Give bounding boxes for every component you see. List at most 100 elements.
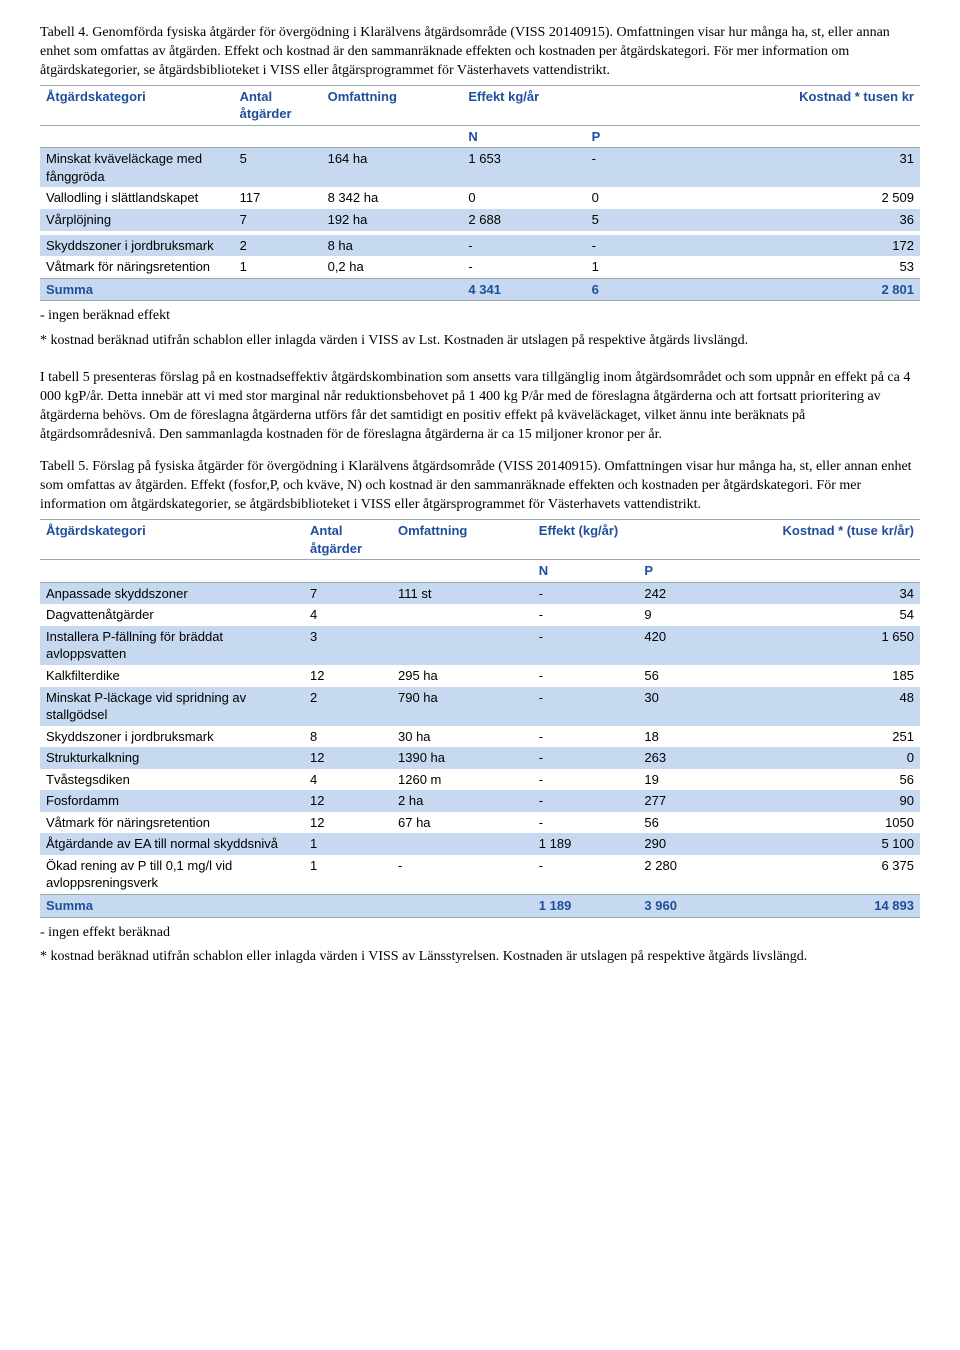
cell-kost: 5 100 — [744, 833, 920, 855]
table-row: Våtmark för näringsretention10,2 ha-153 — [40, 256, 920, 278]
cell-omf: 295 ha — [392, 665, 533, 687]
cell-antal: 117 — [234, 187, 322, 209]
hdr-effekt: Effekt (kg/år) — [533, 520, 744, 560]
cell-omf: 8 342 ha — [322, 187, 463, 209]
table5-sum: Summa 1 189 3 960 14 893 — [40, 895, 920, 918]
cell-omf — [392, 833, 533, 855]
table-row: Tvåstegsdiken41260 m-1956 — [40, 769, 920, 791]
table5: Åtgärdskategori Antal åtgärder Omfattnin… — [40, 519, 920, 917]
table-row: Installera P-fällning för bräddat avlopp… — [40, 626, 920, 665]
cell-antal: 8 — [304, 726, 392, 748]
cell-omf: 30 ha — [392, 726, 533, 748]
note-line: - ingen effekt beräknad — [40, 924, 920, 943]
cell-omf: 0,2 ha — [322, 256, 463, 278]
cell-p: 18 — [638, 726, 744, 748]
hdr-omf: Omfattning — [392, 520, 533, 560]
cell-n: - — [533, 604, 639, 626]
cell-p: 5 — [586, 209, 709, 231]
sum-label: Summa — [40, 278, 234, 301]
table4-subheader: N P — [40, 125, 920, 148]
cell-cat: Minskat P-läckage vid spridning av stall… — [40, 687, 304, 726]
table-row: Vallodling i slättlandskapet1178 342 ha0… — [40, 187, 920, 209]
cell-p: 30 — [638, 687, 744, 726]
cell-omf: 111 st — [392, 582, 533, 604]
cell-kost: 53 — [709, 256, 920, 278]
table-row: Skyddszoner i jordbruksmark830 ha-18251 — [40, 726, 920, 748]
hdr-antal: Antal åtgärder — [304, 520, 392, 560]
table-row: Åtgärdande av EA till normal skyddsnivå1… — [40, 833, 920, 855]
hdr-kost: Kostnad * tusen kr — [709, 85, 920, 125]
cell-n: 1 653 — [462, 148, 585, 188]
cell-n: - — [533, 855, 639, 895]
cell-antal: 12 — [304, 665, 392, 687]
cell-cat: Skyddszoner i jordbruksmark — [40, 235, 234, 257]
note-line: - ingen beräknad effekt — [40, 307, 920, 326]
cell-p: - — [586, 148, 709, 188]
sum-kost: 14 893 — [744, 895, 920, 918]
cell-kost: 251 — [744, 726, 920, 748]
cell-antal: 4 — [304, 769, 392, 791]
cell-p: 290 — [638, 833, 744, 855]
cell-p: 277 — [638, 790, 744, 812]
sum-p: 3 960 — [638, 895, 744, 918]
table-row: Fosfordamm122 ha-27790 — [40, 790, 920, 812]
cell-omf: 2 ha — [392, 790, 533, 812]
sum-n: 1 189 — [533, 895, 639, 918]
table5-subheader: N P — [40, 560, 920, 583]
cell-antal: 12 — [304, 747, 392, 769]
cell-kost: 1 650 — [744, 626, 920, 665]
cell-cat: Dagvattenåtgärder — [40, 604, 304, 626]
table4-caption: Tabell 4. Genomförda fysiska åtgärder fö… — [40, 24, 920, 81]
cell-antal: 7 — [234, 209, 322, 231]
cell-cat: Skyddszoner i jordbruksmark — [40, 726, 304, 748]
cell-n: - — [533, 747, 639, 769]
cell-cat: Minskat kväveläckage med fånggröda — [40, 148, 234, 188]
note-line: * kostnad beräknad utifrån schablon elle… — [40, 332, 920, 351]
cell-antal: 2 — [304, 687, 392, 726]
table4: Åtgärdskategori Antal åtgärder Omfattnin… — [40, 85, 920, 301]
cell-cat: Strukturkalkning — [40, 747, 304, 769]
cell-kost: 1050 — [744, 812, 920, 834]
cell-antal: 1 — [304, 855, 392, 895]
cell-cat: Installera P-fällning för bräddat avlopp… — [40, 626, 304, 665]
hdr-p: P — [638, 560, 744, 583]
table4-header-row: Åtgärdskategori Antal åtgärder Omfattnin… — [40, 85, 920, 125]
cell-cat: Vårplöjning — [40, 209, 234, 231]
table5-caption: Tabell 5. Förslag på fysiska åtgärder fö… — [40, 458, 920, 515]
cell-p: 263 — [638, 747, 744, 769]
cell-n: - — [462, 235, 585, 257]
cell-antal: 1 — [304, 833, 392, 855]
cell-omf — [392, 626, 533, 665]
table-row: Kalkfilterdike12295 ha-56185 — [40, 665, 920, 687]
cell-cat: Våtmark för näringsretention — [40, 256, 234, 278]
hdr-effekt: Effekt kg/år — [462, 85, 708, 125]
cell-omf: 8 ha — [322, 235, 463, 257]
cell-kost: 34 — [744, 582, 920, 604]
cell-n: - — [533, 665, 639, 687]
cell-p: 2 280 — [638, 855, 744, 895]
sum-label: Summa — [40, 895, 304, 918]
hdr-omf: Omfattning — [322, 85, 463, 125]
cell-n: 0 — [462, 187, 585, 209]
hdr-kost: Kostnad * (tuse kr/år) — [744, 520, 920, 560]
cell-n: - — [533, 769, 639, 791]
cell-n: - — [533, 687, 639, 726]
cell-omf: - — [392, 855, 533, 895]
table-row: Minskat P-läckage vid spridning av stall… — [40, 687, 920, 726]
sum-n: 4 341 — [462, 278, 585, 301]
note-line: * kostnad beräknad utifrån schablon elle… — [40, 948, 920, 967]
hdr-n: N — [462, 125, 585, 148]
cell-antal: 2 — [234, 235, 322, 257]
cell-omf: 1260 m — [392, 769, 533, 791]
cell-kost: 0 — [744, 747, 920, 769]
cell-n: - — [533, 790, 639, 812]
cell-omf: 164 ha — [322, 148, 463, 188]
cell-n: - — [462, 256, 585, 278]
cell-cat: Anpassade skyddszoner — [40, 582, 304, 604]
cell-kost: 2 509 — [709, 187, 920, 209]
cell-antal: 5 — [234, 148, 322, 188]
table-row: Dagvattenåtgärder4-954 — [40, 604, 920, 626]
cell-n: 1 189 — [533, 833, 639, 855]
mid-paragraph: I tabell 5 presenteras förslag på en kos… — [40, 369, 920, 445]
cell-p: 56 — [638, 812, 744, 834]
